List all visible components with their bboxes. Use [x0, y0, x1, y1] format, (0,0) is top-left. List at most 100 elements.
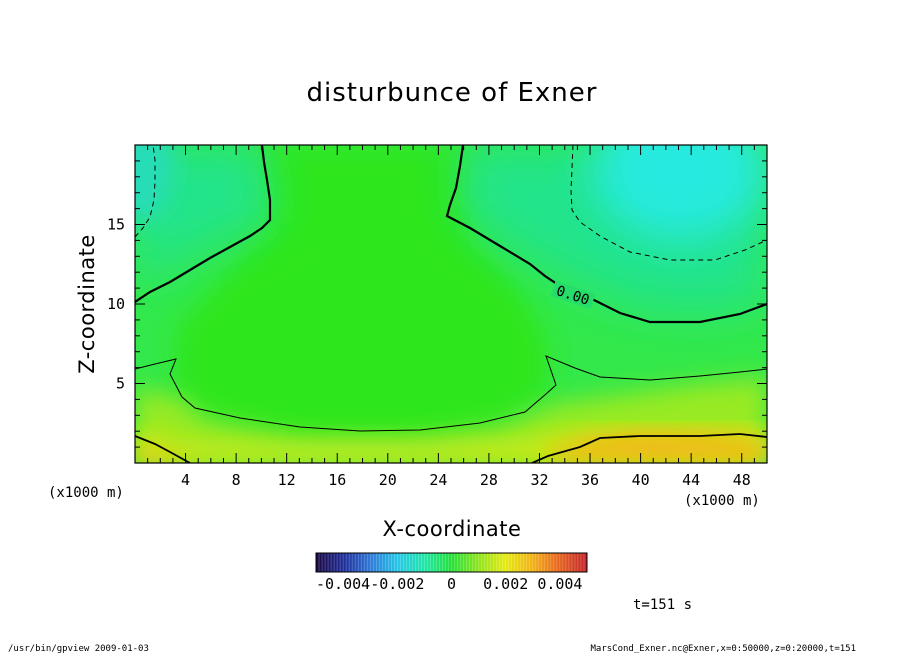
field-cyan-core	[592, 145, 767, 242]
colorbar-cell	[529, 553, 534, 572]
negative-contour-left	[135, 145, 156, 238]
contour-label-backing	[550, 280, 596, 310]
contour-lines	[135, 145, 767, 463]
colorbar-cell	[343, 553, 347, 572]
colorbar-cell	[436, 553, 440, 572]
colorbar-cell	[514, 553, 519, 572]
x-tick-label: 24	[429, 471, 447, 489]
colorbar-cell	[571, 553, 576, 572]
colorbar-cell	[373, 553, 377, 572]
y-axis-label: Z-coordinate	[75, 234, 99, 374]
colorbar-tick-label: 0	[447, 575, 456, 593]
colorbar-cell	[562, 553, 567, 572]
colorbar-cell	[394, 553, 398, 572]
y-axis-ticks: 5 10 15	[107, 160, 767, 448]
colorbar-cell	[328, 553, 332, 572]
colorbar-cell	[322, 553, 326, 572]
colorbar-tick-label: -0.004	[316, 575, 370, 593]
colorbar-cell	[382, 553, 386, 572]
colorbar-cell	[565, 553, 570, 572]
colorbar-cell	[544, 553, 549, 572]
colorbar-cell	[367, 553, 371, 572]
x-tick-label: 8	[232, 471, 241, 489]
colorbar-cell	[430, 553, 434, 572]
colorbar-cell	[415, 553, 419, 572]
colorbar-ticks: -0.004 -0.002 0 0.002 0.004	[316, 575, 582, 593]
colorbar-cell	[424, 553, 428, 572]
colorbar-cell	[553, 553, 558, 572]
colorbar-cell	[547, 553, 552, 572]
x-unit-label-right: (x1000 m)	[684, 493, 760, 509]
colorbar-cell	[448, 553, 452, 572]
x-tick-label: 16	[328, 471, 346, 489]
colorbar-stripes	[315, 553, 588, 572]
colorbar-cell	[340, 553, 344, 572]
colorbar-tick-label: 0.004	[537, 575, 582, 593]
colorbar-cell	[526, 553, 531, 572]
field-central-column	[176, 145, 548, 440]
colorbar-cell	[412, 553, 416, 572]
colorbar-cell	[475, 553, 479, 572]
y-tick-label: 10	[107, 295, 125, 313]
positive-contour-mid	[135, 355, 767, 432]
colorbar-cell	[337, 553, 341, 572]
colorbar-cell	[421, 553, 425, 572]
colorbar-cell	[523, 553, 528, 572]
colorbar: -0.004 -0.002 0 0.002 0.004	[315, 552, 588, 593]
colorbar-cell	[334, 553, 338, 572]
colorbar-cell	[445, 553, 449, 572]
colorbar-cell	[439, 553, 443, 572]
colorbar-cell	[358, 553, 362, 572]
x-tick-label: 4	[181, 471, 190, 489]
zero-contour-right	[445, 145, 767, 324]
colorbar-cell	[460, 553, 464, 572]
field-warm-pool	[135, 432, 767, 463]
colorbar-cell	[352, 553, 356, 572]
colorbar-cell	[505, 553, 510, 572]
colorbar-cell	[511, 553, 516, 572]
colorbar-cell	[442, 553, 446, 572]
colorbar-cell	[508, 553, 513, 572]
colorbar-cell	[316, 553, 320, 572]
colorbar-cell	[541, 553, 546, 572]
colorbar-cell	[397, 553, 401, 572]
colorbar-cell	[403, 553, 407, 572]
colorbar-cell	[493, 553, 498, 572]
colorbar-cell	[496, 553, 501, 572]
colorbar-cell	[517, 553, 522, 572]
zero-contour-left	[135, 145, 272, 303]
colorbar-cell	[577, 553, 582, 572]
colorbar-cell	[409, 553, 413, 572]
source-info: MarsCond_Exner.nc@Exner,x=0:50000,z=0:20…	[590, 644, 856, 654]
colorbar-cell	[433, 553, 437, 572]
colorbar-cell	[319, 553, 323, 572]
y-tick-label: 5	[116, 375, 125, 393]
colorbar-cell	[346, 553, 350, 572]
colorbar-cell	[568, 553, 573, 572]
colorbar-cell	[559, 553, 564, 572]
colorbar-cell	[469, 553, 473, 572]
colorbar-cell	[550, 553, 555, 572]
colorbar-cell	[538, 553, 543, 572]
program-info: /usr/bin/gpview 2009-01-03	[8, 644, 149, 654]
colorbar-cell	[391, 553, 395, 572]
colorbar-cell	[481, 553, 486, 572]
colorbar-cell	[355, 553, 359, 572]
colorbar-cell	[406, 553, 410, 572]
colorbar-cell	[349, 553, 353, 572]
x-axis-label: X-coordinate	[383, 517, 522, 541]
colorbar-cell	[463, 553, 467, 572]
colorbar-cell	[370, 553, 374, 572]
positive-contour-low-right	[531, 433, 767, 463]
colorbar-tick-label: -0.002	[370, 575, 424, 593]
colorbar-cell	[580, 553, 585, 572]
x-axis-ticks: 4 8 12 16 20 24 28 32 36 40 44 48	[147, 145, 755, 489]
colorbar-cell	[466, 553, 470, 572]
negative-contour-right	[570, 145, 767, 261]
colorbar-cell	[472, 553, 476, 572]
colorbar-cell	[454, 553, 458, 572]
colorbar-cell	[427, 553, 431, 572]
x-unit-label-left: (x1000 m)	[48, 485, 124, 501]
colorbar-frame	[315, 552, 588, 573]
colorbar-cell	[325, 553, 329, 572]
